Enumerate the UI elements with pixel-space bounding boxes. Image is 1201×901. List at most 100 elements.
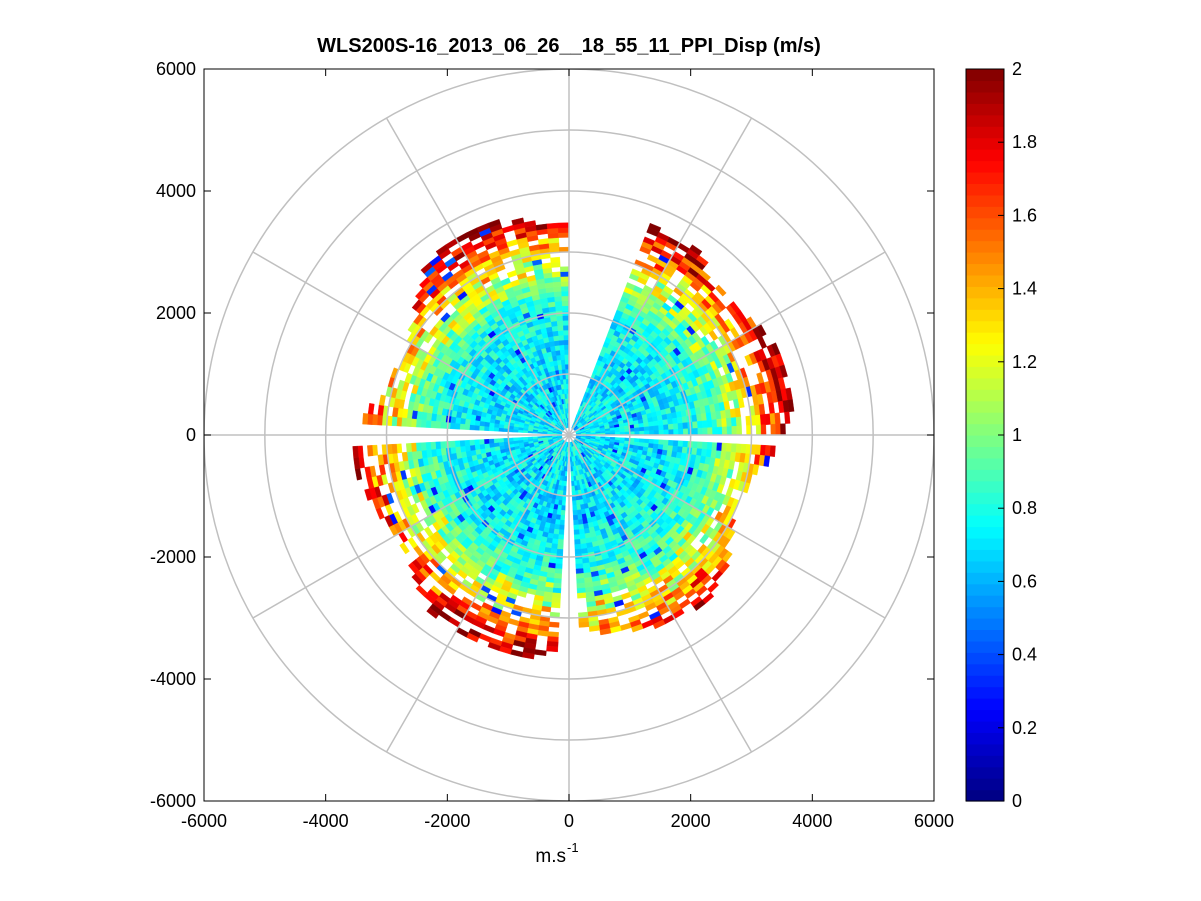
colorbar-swatch [966,778,1004,791]
data-cell [730,417,737,427]
y-tick-label: -4000 [150,669,196,689]
data-cell [707,427,713,436]
data-cell [578,523,585,530]
data-cell [755,424,762,436]
data-cell [557,539,564,545]
data-cell [560,354,566,361]
data-cell [511,217,525,226]
data-cell [676,416,683,424]
colorbar-swatch [966,743,1004,756]
data-cell [668,429,674,436]
data-cell [559,349,566,356]
data-cell [574,543,582,550]
colorbar-swatch [966,732,1004,745]
data-cell [698,269,711,282]
plot-area [203,68,935,802]
polar-grid [204,69,934,801]
data-cell [570,471,574,477]
data-cell [425,419,432,428]
colorbar-swatch [966,766,1004,779]
data-cell [469,439,475,446]
data-cell [553,340,560,347]
data-cell [550,256,561,263]
data-cell [560,509,566,516]
data-cell [572,505,578,511]
data-cell [576,582,586,589]
data-cell [573,519,579,526]
data-cell [731,425,738,436]
data-cell [420,419,427,428]
data-cell [553,335,560,342]
colorbar-swatch [966,720,1004,733]
data-cell [459,445,466,453]
data-cell [599,628,612,636]
colorbar-swatch [966,229,1004,242]
x-tick-label: 0 [564,811,574,831]
data-cell [498,438,504,443]
y-tick-label: 4000 [156,181,196,201]
data-cell [555,558,563,565]
data-cell [563,324,570,331]
data-cell [557,325,564,331]
colorbar-swatch [966,309,1004,322]
data-cell [574,539,581,545]
data-cell [552,533,559,540]
data-cell [454,422,461,430]
data-cell [483,425,490,432]
data-cell [557,329,565,336]
data-cell [667,439,674,447]
colorbar-tick-label: 0.2 [1012,718,1037,738]
data-cell [550,261,561,268]
data-cell [557,534,565,541]
data-cell [391,416,398,427]
data-cell [391,443,398,454]
azimuth-spoke [568,117,753,436]
data-cell [430,420,437,429]
data-cell [697,420,703,429]
colorbar-swatch [966,526,1004,539]
data-cell [570,476,575,482]
colorbar-swatch [966,412,1004,425]
data-cell [631,623,644,633]
data-cell [633,423,640,429]
data-cell [488,442,495,448]
colorbar-swatch [966,274,1004,287]
colorbar-swatch [966,583,1004,596]
data-cell [657,419,664,426]
data-cell [726,426,733,436]
data-cell [546,645,559,653]
y-tick-label: 6000 [156,59,196,79]
data-cell [493,442,500,448]
data-cell [553,286,562,293]
data-cell [415,584,428,597]
data-cell [493,438,500,444]
data-cell [552,276,562,283]
data-cell [517,437,524,441]
data-cell [557,222,570,229]
data-cell [561,300,570,307]
colorbar-swatch [966,377,1004,390]
data-cell [555,305,563,312]
colorbar-tick-label: 1.2 [1012,352,1037,372]
data-cell [677,422,684,430]
data-cell [459,423,466,430]
data-cell [392,406,399,418]
data-cell [652,420,659,427]
data-cell [560,281,570,287]
y-tick-label: -2000 [150,547,196,567]
data-cell [401,451,409,462]
colorbar-swatch [966,252,1004,265]
data-cell [573,534,581,541]
data-cell [488,426,495,432]
data-cell [439,421,446,429]
data-cell [758,403,766,416]
data-cell [706,419,713,428]
data-cell [672,445,679,453]
data-cell [701,441,708,450]
data-cell [575,558,583,565]
colorbar-swatch [966,755,1004,768]
data-cell [537,436,543,439]
colorbar-swatch [966,480,1004,493]
data-cell [411,573,423,586]
data-cell [569,456,573,463]
